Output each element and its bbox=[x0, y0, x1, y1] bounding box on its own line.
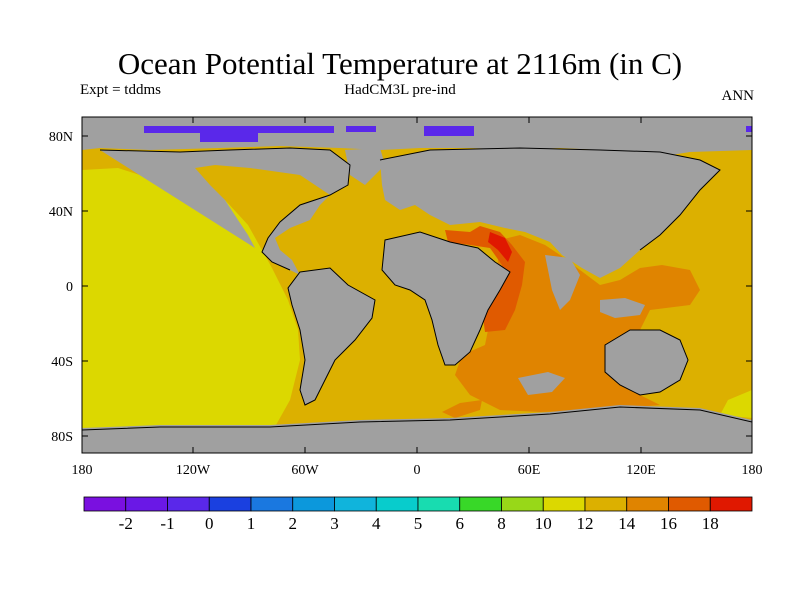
season-label: ANN bbox=[721, 88, 755, 104]
lat-label-0: 0 bbox=[66, 280, 73, 295]
colorbar-swatch bbox=[459, 496, 502, 512]
colorbar-swatch bbox=[292, 496, 335, 512]
lon-label-180e: 180 bbox=[742, 463, 763, 478]
lon-label-180w: 180 bbox=[72, 463, 93, 478]
lon-label-0: 0 bbox=[414, 463, 421, 478]
colorbar-swatch bbox=[668, 496, 711, 512]
map-title: Ocean Potential Temperature at 2116m (in… bbox=[117, 46, 683, 81]
south-america-land bbox=[288, 268, 375, 405]
colorbar-swatch bbox=[542, 496, 586, 512]
colorbar-tick-label: -1 bbox=[160, 514, 174, 533]
indonesia-land bbox=[600, 298, 645, 318]
colorbar-swatch bbox=[584, 496, 628, 512]
polar-cold-strip bbox=[144, 126, 752, 142]
colorbar-swatch bbox=[208, 496, 252, 512]
greenland-land bbox=[345, 148, 385, 185]
colorbar-swatch bbox=[709, 496, 753, 512]
lat-label-80s: 80S bbox=[51, 430, 73, 445]
lat-label-40n: 40N bbox=[49, 205, 73, 220]
red-sea-18-plus bbox=[488, 232, 512, 262]
lon-label-120w: 120W bbox=[176, 463, 211, 478]
lat-label-80n: 80N bbox=[49, 130, 73, 145]
eurasia-land bbox=[380, 148, 720, 278]
colorbar-tick-label: -2 bbox=[119, 514, 133, 533]
model-label: HadCM3L pre-ind bbox=[344, 82, 456, 98]
colorbar: -2 -1 0 1 2 3 4 5 6 8 10 12 14 16 18 bbox=[83, 496, 753, 533]
lon-label-60w: 60W bbox=[291, 463, 319, 478]
colorbar-tick-label: 6 bbox=[456, 514, 465, 533]
colorbar-swatch bbox=[83, 496, 127, 512]
colorbar-tick-label: 8 bbox=[497, 514, 506, 533]
colorbar-swatch bbox=[626, 496, 669, 512]
colorbar-tick-label: 18 bbox=[702, 514, 719, 533]
land-masses bbox=[82, 117, 752, 453]
west-pacific-10-12-region bbox=[720, 390, 752, 418]
antarctica-land bbox=[82, 405, 752, 453]
map-field bbox=[82, 117, 752, 453]
north-america-land bbox=[100, 148, 350, 275]
colorbar-tick-label: 2 bbox=[289, 514, 298, 533]
colorbar-swatch bbox=[501, 496, 544, 512]
colorbar-swatch bbox=[250, 496, 294, 512]
colorbar-swatch bbox=[417, 496, 461, 512]
colorbar-swatch bbox=[334, 496, 377, 512]
latitude-axis: 80N 40N 0 40S 80S bbox=[49, 130, 752, 445]
australia-land bbox=[605, 330, 688, 395]
longitude-axis: 180 120W 60W 0 60E 120E 180 bbox=[72, 117, 763, 478]
colorbar-tick-label: 10 bbox=[535, 514, 552, 533]
africa-land bbox=[382, 232, 510, 365]
experiment-label: Expt = tddms bbox=[80, 82, 161, 98]
colorbar-swatch bbox=[375, 496, 419, 512]
lon-label-60e: 60E bbox=[518, 463, 541, 478]
india-land bbox=[545, 255, 580, 310]
colorbar-tick-label: 16 bbox=[660, 514, 677, 533]
colorbar-swatch bbox=[125, 496, 168, 512]
colorbar-tick-label: 5 bbox=[414, 514, 423, 533]
colorbar-swatch bbox=[167, 496, 210, 512]
south-atlantic-14-16-patch bbox=[442, 400, 482, 418]
colorbar-tick-label: 4 bbox=[372, 514, 381, 533]
colorbar-tick-label: 3 bbox=[330, 514, 339, 533]
colorbar-tick-label: 1 bbox=[247, 514, 256, 533]
lon-label-120e: 120E bbox=[626, 463, 656, 478]
colorbar-tick-label: 14 bbox=[618, 514, 636, 533]
coastlines bbox=[82, 147, 752, 431]
southern-ocean-land-patch bbox=[518, 372, 565, 395]
colorbar-tick-label: 0 bbox=[205, 514, 214, 533]
lat-label-40s: 40S bbox=[51, 355, 73, 370]
colorbar-tick-label: 12 bbox=[577, 514, 594, 533]
